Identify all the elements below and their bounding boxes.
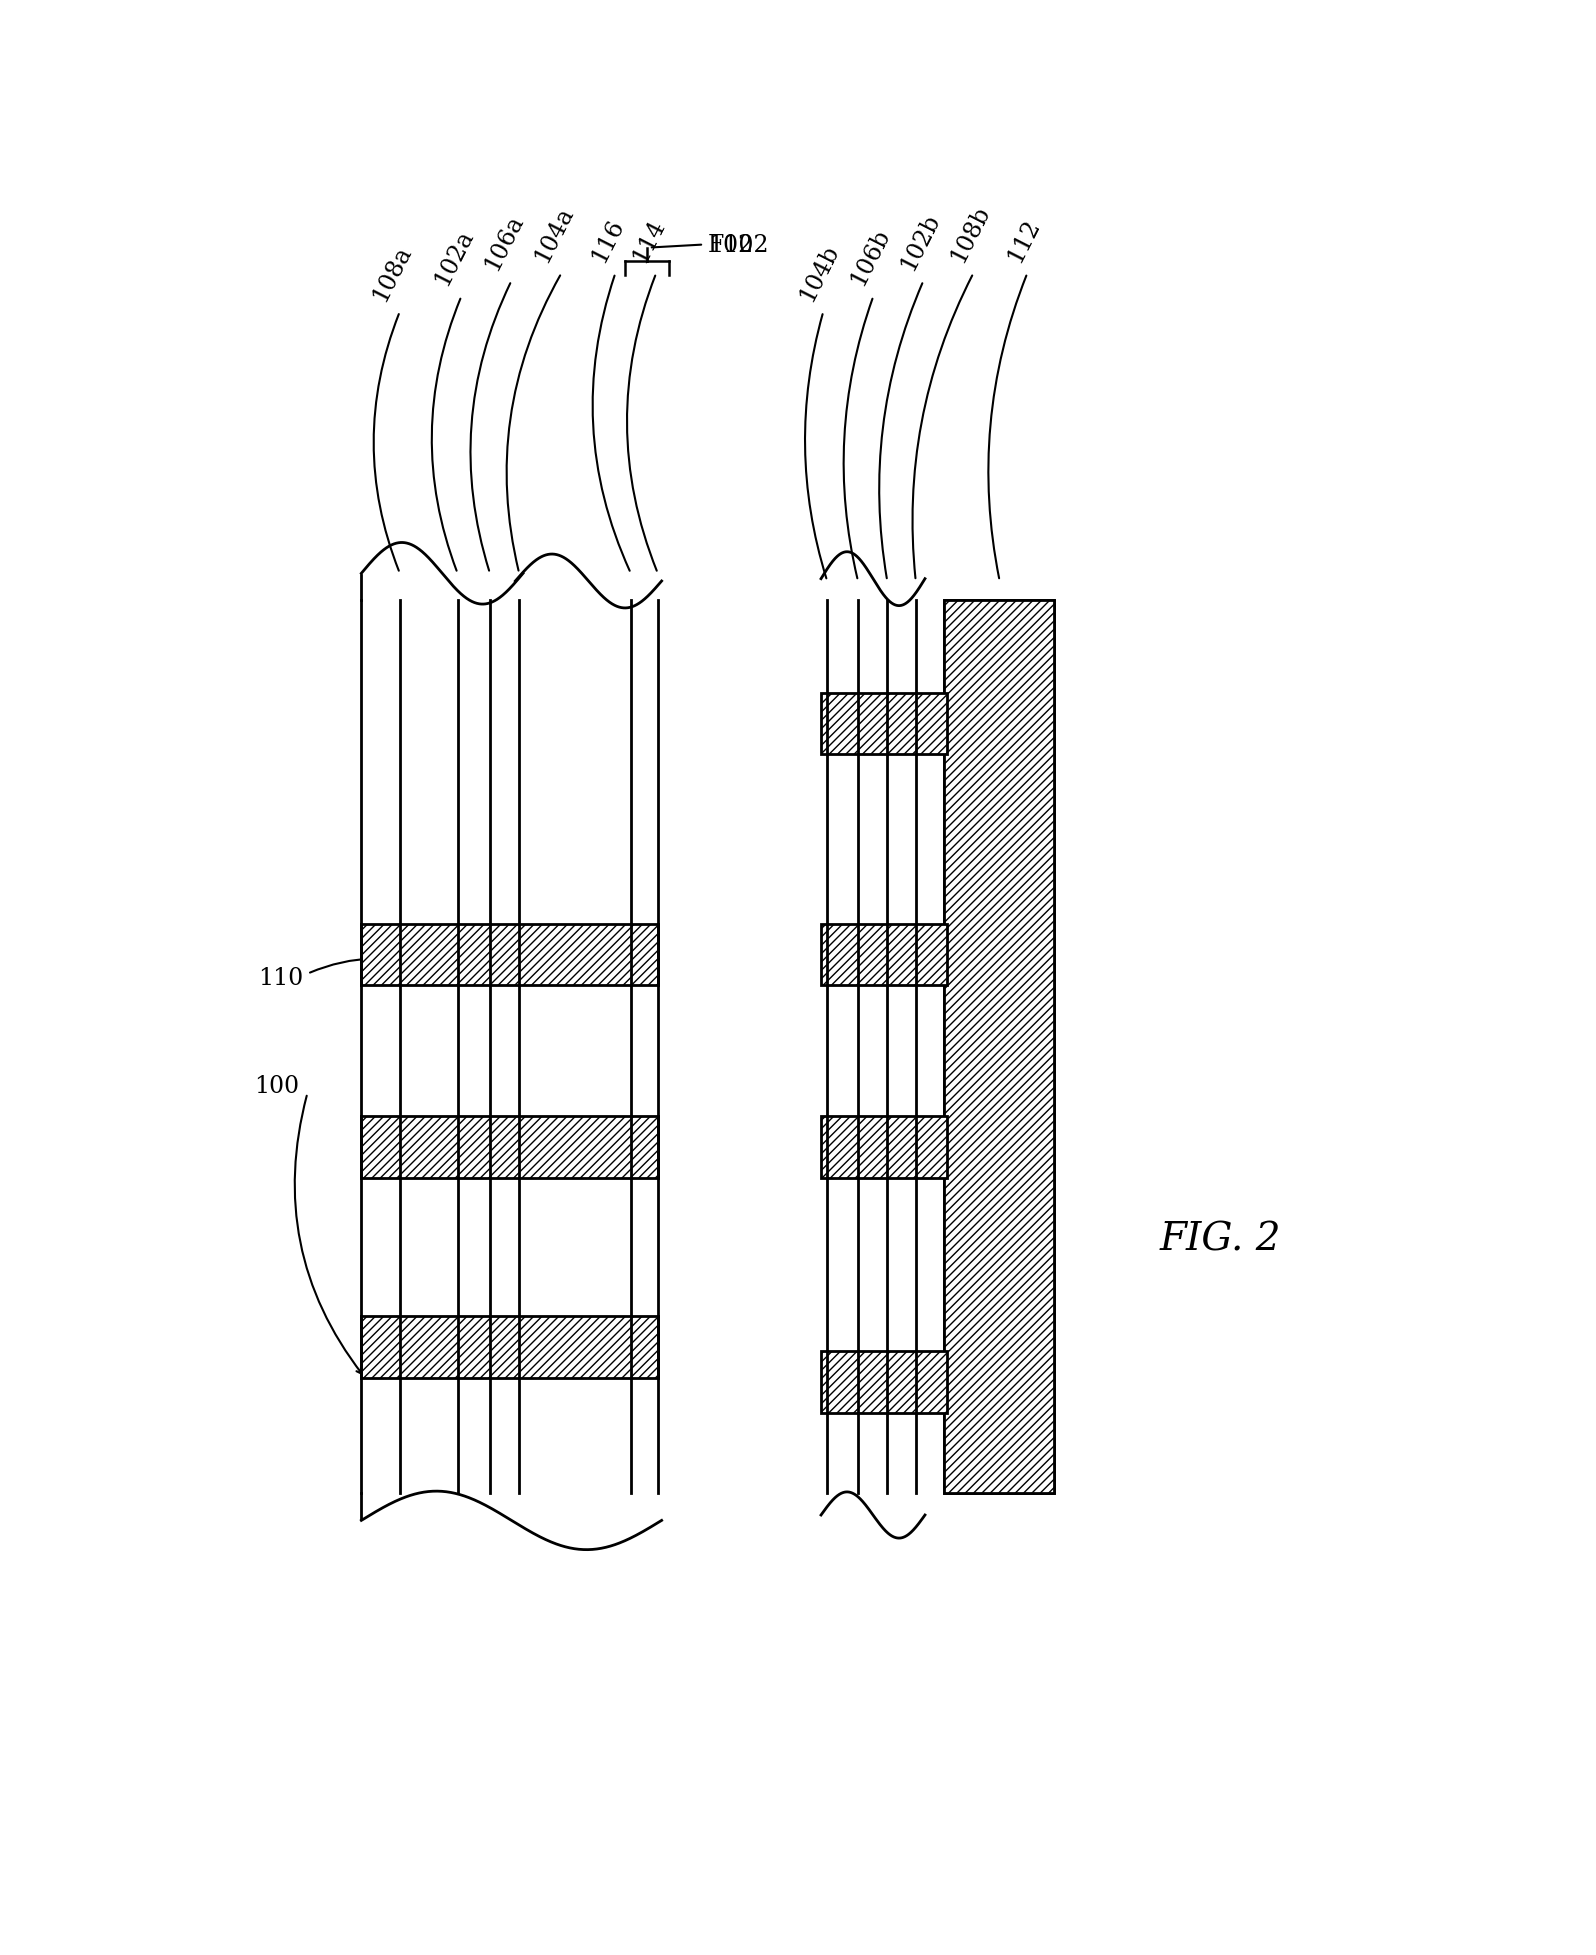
Text: 104b: 104b (795, 240, 843, 305)
Text: 100: 100 (254, 1075, 298, 1097)
Text: 106b: 106b (846, 225, 894, 289)
Bar (820, 1351, 948, 1413)
Bar (820, 925, 948, 985)
Text: 102b: 102b (895, 209, 943, 274)
Text: 102: 102 (709, 235, 753, 256)
Text: 108b: 108b (946, 201, 994, 266)
Bar (820, 1351, 948, 1413)
Text: 102a: 102a (429, 227, 477, 289)
Text: 116: 116 (587, 215, 629, 266)
Bar (820, 1116, 948, 1179)
Bar (819, 600, 1055, 1494)
Bar (945, 600, 1055, 1494)
Bar (945, 600, 1055, 1494)
Bar (820, 925, 948, 985)
Bar (820, 694, 948, 755)
Text: F102: F102 (709, 235, 769, 256)
Text: 106a: 106a (480, 211, 528, 274)
Bar (820, 694, 948, 755)
Text: 104a: 104a (530, 203, 578, 266)
Bar (361, 600, 658, 1494)
Text: 108a: 108a (369, 240, 417, 305)
Bar (820, 1116, 948, 1179)
Bar (361, 1116, 658, 1179)
Bar (361, 1116, 658, 1179)
Text: 110: 110 (259, 966, 303, 989)
Text: 112: 112 (1002, 215, 1044, 266)
Bar (361, 1316, 658, 1378)
Bar (361, 925, 658, 985)
Text: FIG. 2: FIG. 2 (1159, 1222, 1280, 1259)
Bar (361, 1316, 658, 1378)
Text: 114: 114 (627, 215, 669, 266)
Bar (361, 925, 658, 985)
